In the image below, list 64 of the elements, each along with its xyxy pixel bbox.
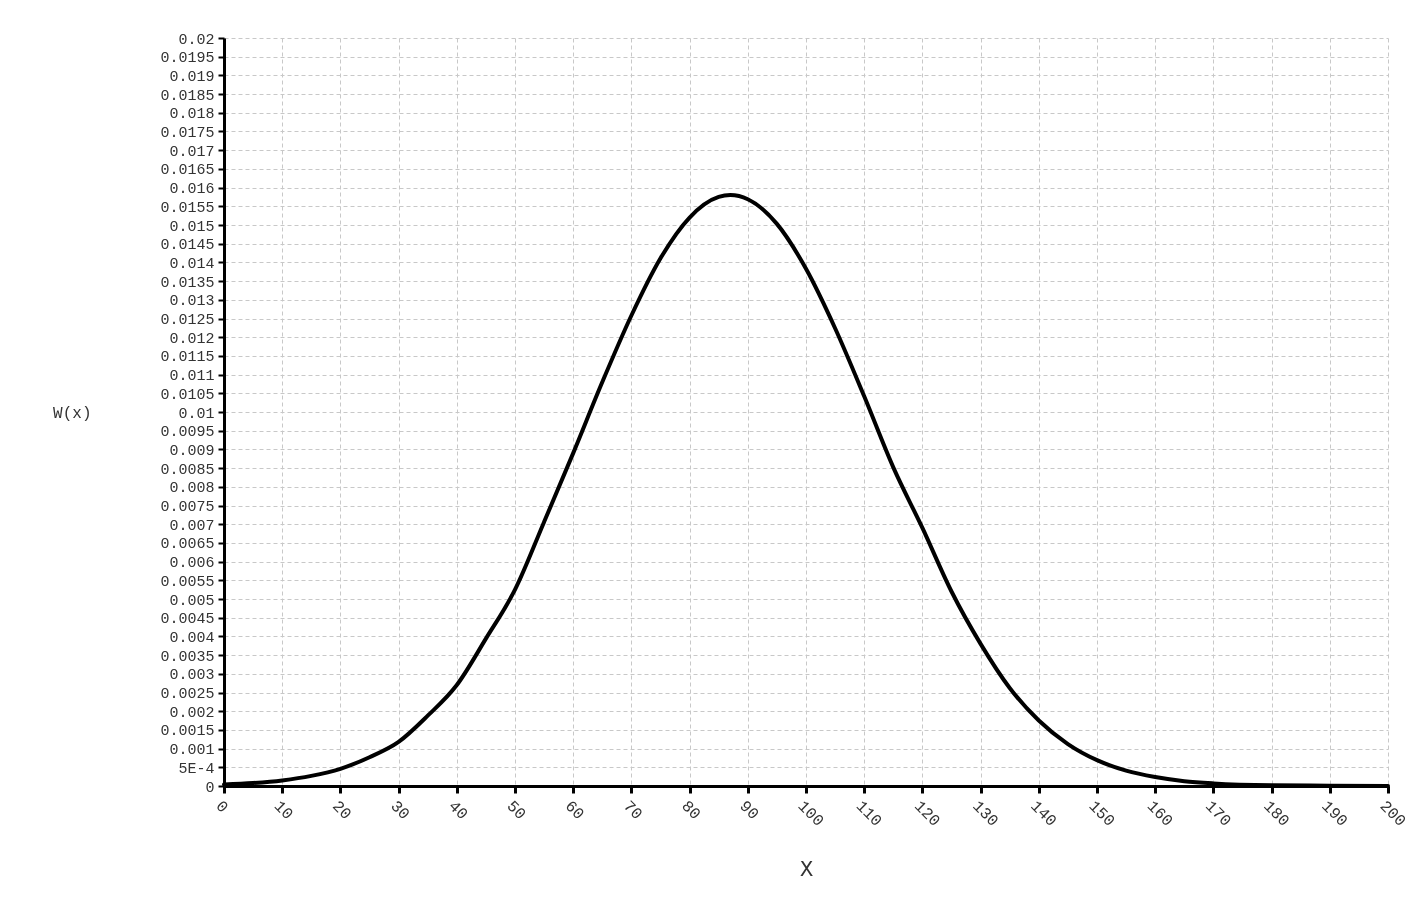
x-tick-label: 80 [677, 797, 704, 824]
x-tick-label: 0 [211, 797, 232, 818]
y-tick-label: 0.02 [178, 31, 215, 49]
x-tick-label: 150 [1084, 797, 1118, 831]
y-axis-title: W(x) [53, 404, 92, 423]
y-tick-label: 0.0195 [160, 50, 215, 68]
y-tick-label: 0.012 [169, 330, 215, 348]
y-tick-label: 5E-4 [178, 760, 215, 778]
y-tick-label: 0.0175 [160, 125, 215, 142]
y-tick-label: 0.0085 [160, 461, 215, 479]
x-tick-label: 70 [619, 797, 646, 824]
y-tick-label: 0.0025 [160, 686, 215, 703]
y-tick-label: 0.01 [178, 405, 215, 423]
x-tick-label: 160 [1142, 797, 1177, 831]
y-tick-label: 0.006 [169, 555, 215, 573]
x-tick-label: 170 [1201, 797, 1235, 831]
y-tick-label: 0.0045 [160, 611, 215, 629]
y-tick-label: 0.0075 [160, 499, 215, 516]
y-tick-label: 0.005 [169, 592, 215, 610]
x-tick-label: 90 [735, 797, 762, 824]
y-tick-label: 0.0035 [160, 648, 215, 666]
y-tick-label: 0.008 [169, 480, 215, 498]
y-tick-label: 0.018 [169, 106, 215, 124]
x-tick-label: 20 [328, 797, 355, 824]
y-tick-label: 0.0055 [160, 573, 215, 591]
y-tick-label: 0.016 [169, 181, 215, 199]
y-tick-label: 0.0065 [160, 536, 215, 554]
y-tick-label: 0.0135 [160, 274, 215, 292]
x-tick-label: 30 [386, 797, 413, 824]
y-tick-label: 0.015 [169, 218, 215, 236]
y-tick-label: 0.009 [169, 442, 215, 460]
y-tick-label: 0.0015 [160, 723, 215, 741]
y-tick-label: 0.0095 [160, 424, 215, 442]
y-tick-label: 0.0165 [160, 162, 215, 180]
y-tick-label: 0.0115 [160, 349, 215, 367]
y-tick-label: 0.004 [169, 629, 215, 647]
y-tick-label: 0.019 [169, 68, 215, 86]
y-tick-label: 0.0155 [160, 199, 215, 217]
y-tick-label: 0.0105 [160, 386, 215, 404]
x-tick-label: 130 [968, 797, 1002, 831]
y-tick-label: 0.007 [169, 517, 215, 535]
x-axis-title: X [799, 858, 814, 884]
x-tick-label: 60 [560, 797, 588, 824]
y-tick-label: 0.013 [169, 293, 215, 311]
y-tick-label: 0.011 [169, 368, 215, 386]
x-tick-label: 190 [1317, 797, 1351, 831]
x-tick-label: 10 [269, 797, 297, 824]
y-tick-label: 0.017 [169, 143, 215, 161]
x-tick-label: 200 [1375, 797, 1409, 831]
y-tick-label: 0.003 [169, 667, 215, 685]
x-tick-label: 110 [851, 797, 886, 831]
y-tick-label: 0.0185 [160, 87, 215, 105]
y-tick-label: 0.002 [169, 704, 215, 722]
x-tick-label: 40 [444, 797, 471, 824]
x-tick-label: 120 [910, 797, 944, 831]
y-tick-label: 0.014 [169, 255, 215, 273]
x-tick-label: 100 [793, 797, 827, 831]
x-tick-label: 180 [1259, 797, 1293, 831]
y-tick-label: 0 [205, 779, 215, 797]
y-tick-label: 0.0125 [160, 312, 215, 329]
x-tick-label: 50 [502, 797, 530, 824]
x-tick-label: 140 [1026, 797, 1060, 831]
y-tick-label: 0.0145 [160, 237, 215, 255]
y-tick-label: 0.001 [169, 742, 215, 760]
